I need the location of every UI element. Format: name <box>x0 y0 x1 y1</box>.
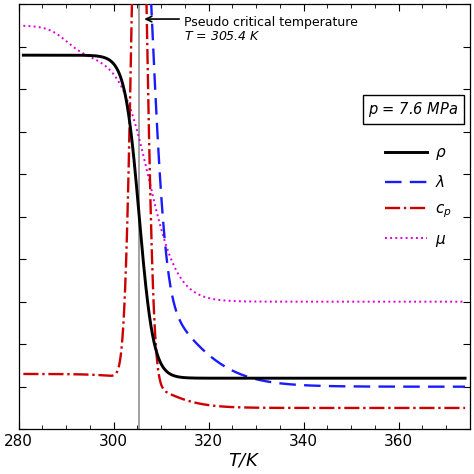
Legend: $\rho$, $\lambda$, $c_p$, $\mu$: $\rho$, $\lambda$, $c_p$, $\mu$ <box>378 139 458 255</box>
Text: Pseudo critical temperature: Pseudo critical temperature <box>184 16 358 29</box>
X-axis label: $T$/K: $T$/K <box>228 452 260 470</box>
Text: $T$ = 305.4 K: $T$ = 305.4 K <box>184 30 261 43</box>
Text: $p$ = 7.6 MPa: $p$ = 7.6 MPa <box>368 100 458 119</box>
